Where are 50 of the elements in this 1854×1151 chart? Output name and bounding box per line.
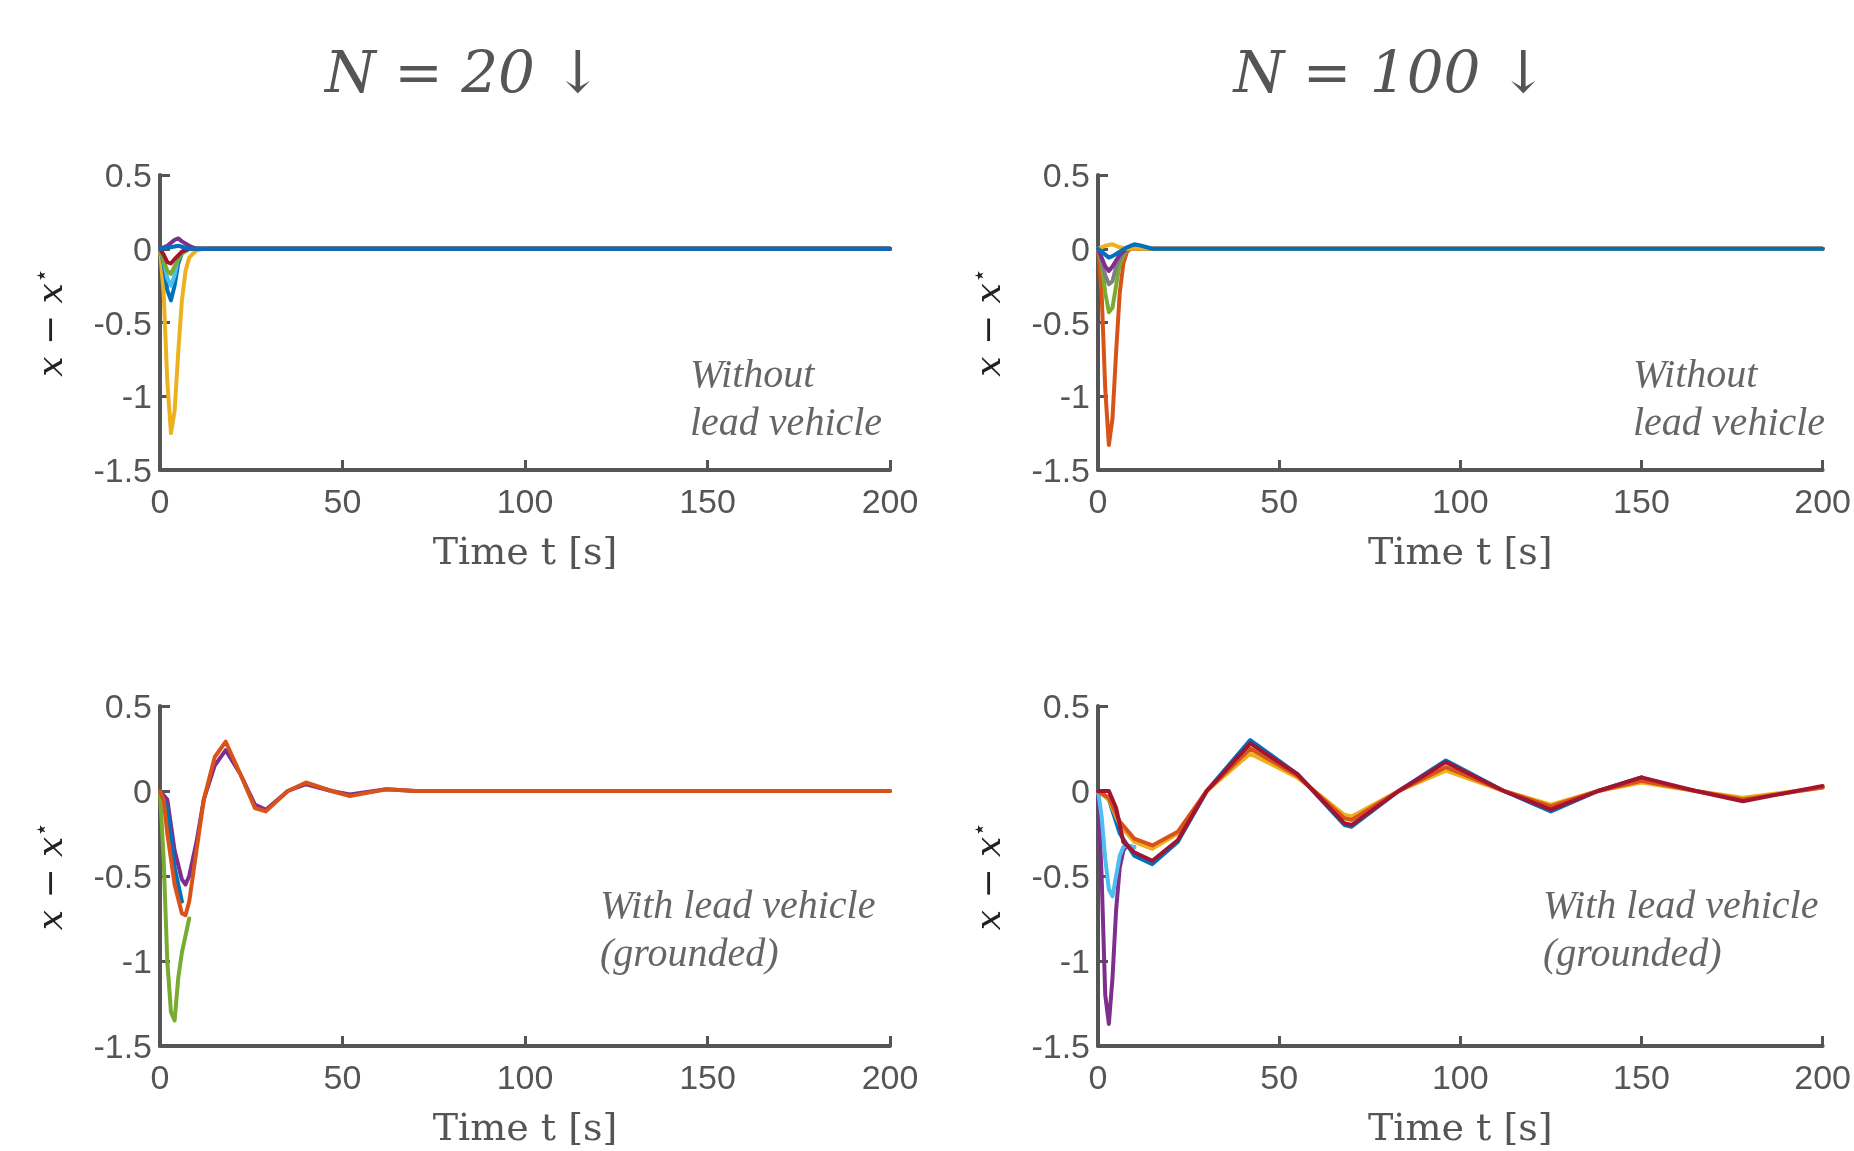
- chart-title: N = 100 ↓: [1231, 38, 1548, 106]
- y-tick-label: -1.5: [93, 451, 152, 489]
- y-axis-title: x − x⋆: [26, 821, 70, 931]
- chart-title: N = 20 ↓: [322, 38, 603, 106]
- y-tick-label: -1: [121, 942, 152, 980]
- x-tick-label: 100: [496, 482, 554, 520]
- y-tick-label: 0: [133, 229, 152, 268]
- x-tick-label: 50: [1260, 1058, 1299, 1096]
- x-tick-label: 150: [679, 482, 736, 520]
- y-axis-title: x − x⋆: [964, 821, 1008, 931]
- x-tick-label: 150: [1613, 1058, 1670, 1096]
- x-tick-label: 100: [496, 1058, 554, 1096]
- y-tick-label: -1: [1059, 942, 1090, 980]
- y-tick-label: -1.5: [1031, 451, 1090, 489]
- x-tick-label: 200: [861, 482, 919, 520]
- y-tick-label: 0.5: [104, 156, 152, 194]
- y-tick-label: 0.5: [104, 687, 152, 725]
- annotation: Without lead vehicle: [690, 350, 883, 444]
- y-tick-label: -0.5: [93, 857, 152, 895]
- y-tick-label: -1: [1059, 377, 1090, 416]
- x-tick-label: 100: [1431, 482, 1489, 520]
- x-axis-title: Time t [s]: [1368, 529, 1553, 573]
- annotation: With lead vehicle (grounded): [600, 881, 886, 975]
- x-tick-label: 50: [1260, 482, 1299, 520]
- y-tick-label: -0.5: [1031, 857, 1090, 895]
- y-tick-label: 0: [1071, 772, 1090, 810]
- y-tick-label: 0.5: [1042, 687, 1090, 725]
- x-axis-title: Time t [s]: [432, 1105, 618, 1149]
- y-tick-label: 0.5: [1042, 156, 1090, 194]
- x-tick-label: 50: [323, 1058, 362, 1096]
- y-tick-label: -1.5: [1031, 1027, 1090, 1065]
- x-axis-title: Time t [s]: [1368, 1105, 1553, 1149]
- y-tick-label: 0: [133, 772, 152, 810]
- x-tick-label: 200: [861, 1058, 919, 1096]
- x-tick-label: 200: [1794, 482, 1851, 520]
- y-axis-title: x − x⋆: [964, 268, 1008, 377]
- y-tick-label: -0.5: [93, 303, 152, 342]
- y-axis-title: x − x⋆: [26, 268, 70, 377]
- x-tick-label: 50: [323, 482, 362, 520]
- x-axis-title: Time t [s]: [432, 529, 618, 573]
- x-tick-label: 150: [679, 1058, 736, 1096]
- annotation: Without lead vehicle: [1633, 350, 1826, 444]
- y-tick-label: 0: [1071, 229, 1090, 268]
- x-tick-label: 150: [1613, 482, 1670, 520]
- x-tick-label: 100: [1431, 1058, 1489, 1096]
- y-tick-label: -0.5: [1031, 303, 1090, 342]
- x-tick-label: 200: [1794, 1058, 1851, 1096]
- annotation: With lead vehicle (grounded): [1543, 881, 1829, 975]
- y-tick-label: -1.5: [93, 1027, 152, 1065]
- y-tick-label: -1: [121, 377, 152, 416]
